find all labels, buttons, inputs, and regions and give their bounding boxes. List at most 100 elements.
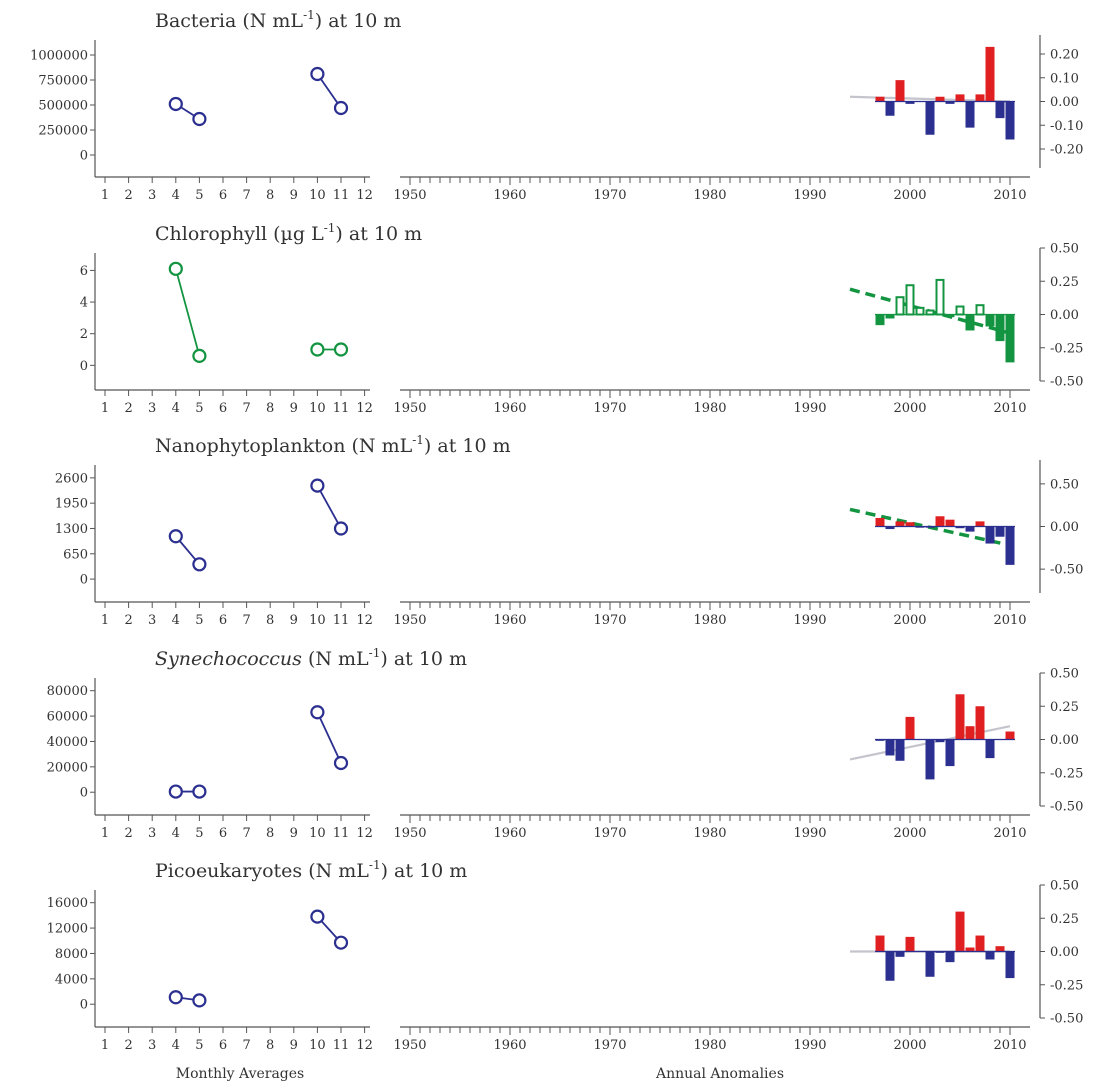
monthly-y-tick-label: 2600 xyxy=(55,471,88,486)
monthly-x-tick-label: 6 xyxy=(219,613,227,628)
annual-y-tick-label: -0.50 xyxy=(1050,800,1083,815)
annual-y-tick-label: 0.00 xyxy=(1050,308,1079,323)
annual-anomaly-bar xyxy=(915,306,925,316)
title-italic: Synechococcus xyxy=(155,648,302,670)
annual-x-tick-label: 1960 xyxy=(493,613,526,628)
monthly-point xyxy=(310,909,325,924)
annual-anomaly-bar xyxy=(965,947,975,952)
annual-anomaly-bar xyxy=(985,314,995,327)
monthly-x-tick-label: 6 xyxy=(219,1038,227,1053)
monthly-y-tick-label: 4 xyxy=(80,296,88,311)
annual-anomaly-bar xyxy=(895,80,905,102)
annual-y-tick-label: 0.25 xyxy=(1050,912,1079,927)
monthly-y-tick-label: 250000 xyxy=(38,124,88,139)
panel-title: Picoeukaryotes (N mL-1) at 10 m xyxy=(155,858,467,882)
monthly-x-tick-label: 6 xyxy=(219,826,227,841)
annual-x-tick-label: 1960 xyxy=(493,1038,526,1053)
monthly-point xyxy=(192,111,207,127)
monthly-x-tick-label: 11 xyxy=(333,826,350,841)
annual-anomaly-bar xyxy=(935,951,945,953)
annual-y-tick-label: -0.50 xyxy=(1050,375,1083,390)
annual-anomaly-bar xyxy=(875,739,885,741)
monthly-point xyxy=(333,342,349,357)
monthly-x-tick-label: 1 xyxy=(101,1038,109,1053)
annual-x-tick-label: 1950 xyxy=(393,1038,426,1053)
title-suffix: ) at 10 m xyxy=(381,860,468,882)
monthly-x-tick-label: 8 xyxy=(266,188,274,203)
annual-x-tick-label: 2000 xyxy=(893,613,926,628)
annual-anomaly-bar xyxy=(935,278,945,316)
monthly-x-tick-label: 4 xyxy=(172,1038,180,1053)
annual-x-tick-label: 1970 xyxy=(593,1038,626,1053)
annual-anomaly-bar xyxy=(975,935,985,952)
panel-4: Synechococcus (N mL-1) at 10 m 0 20000 4000… xyxy=(47,646,1084,841)
title-text: Nanophytoplankton (N mL xyxy=(155,435,413,457)
annual-x-tick-label: 1980 xyxy=(693,1038,726,1053)
annual-y-tick-label: -0.25 xyxy=(1050,766,1083,781)
annual-x-tick-label: 1990 xyxy=(793,613,826,628)
panel-title: Nanophytoplankton (N mL-1) at 10 m xyxy=(155,433,511,457)
annual-y-tick-label: 0.50 xyxy=(1050,667,1079,682)
monthly-point xyxy=(310,66,325,82)
monthly-x-tick-label: 11 xyxy=(333,613,350,628)
annual-y-tick-label: 0.00 xyxy=(1050,945,1079,960)
monthly-point xyxy=(168,784,183,799)
annual-y-tick-label: 0.50 xyxy=(1050,242,1079,257)
monthly-y-tick-label: 1000000 xyxy=(30,49,88,64)
title-suffix: ) at 10 m xyxy=(335,223,422,245)
title-superscript: -1 xyxy=(412,433,424,447)
annual-anomaly-bar xyxy=(985,739,995,759)
monthly-y-tick-label: 40000 xyxy=(47,735,88,750)
panel-title: Bacteria (N mL-1) at 10 m xyxy=(155,8,401,32)
monthly-x-tick-label: 6 xyxy=(219,401,227,416)
annual-x-tick-label: 1990 xyxy=(793,188,826,203)
annual-x-tick-label: 1970 xyxy=(593,613,626,628)
annual-x-tick-label: 1970 xyxy=(593,188,626,203)
annual-x-tick-label: 2010 xyxy=(993,188,1026,203)
annual-anomaly-bar xyxy=(955,94,965,102)
panel-title: Synechococcus (N mL-1) at 10 m xyxy=(155,646,467,670)
title-superscript: -1 xyxy=(369,858,381,872)
monthly-point xyxy=(333,521,349,536)
annual-anomaly-bar xyxy=(955,694,965,740)
panel-title: Chlorophyll (µg L-1) at 10 m xyxy=(155,221,422,245)
monthly-point xyxy=(192,348,207,363)
monthly-y-tick-label: 750000 xyxy=(38,74,88,89)
monthly-line-segment xyxy=(174,268,201,357)
monthly-x-tick-label: 1 xyxy=(101,401,109,416)
annual-anomaly-bar xyxy=(885,951,895,981)
annual-anomaly-bar xyxy=(985,526,995,544)
annual-x-tick-label: 1970 xyxy=(593,826,626,841)
monthly-x-tick-label: 7 xyxy=(242,401,250,416)
annual-anomaly-bar xyxy=(925,101,935,135)
title-text: Chlorophyll (µg L xyxy=(155,223,324,245)
annual-x-tick-label: 2010 xyxy=(993,613,1026,628)
monthly-x-tick-label: 4 xyxy=(172,401,180,416)
annual-y-tick-label: 0.10 xyxy=(1050,71,1079,86)
annual-x-tick-label: 1950 xyxy=(393,613,426,628)
annual-x-tick-label: 2000 xyxy=(893,1038,926,1053)
monthly-y-tick-label: 500000 xyxy=(38,99,88,114)
title-suffix: ) at 10 m xyxy=(380,648,467,670)
monthly-point xyxy=(310,342,325,357)
annual-x-tick-label: 1990 xyxy=(793,401,826,416)
monthly-x-tick-label: 8 xyxy=(266,613,274,628)
annual-anomaly-bar xyxy=(875,517,885,527)
monthly-y-tick-label: 0 xyxy=(80,573,88,588)
annual-y-tick-label: 0.00 xyxy=(1050,95,1079,110)
monthly-x-tick-label: 11 xyxy=(333,188,350,203)
annual-y-tick-label: 0.25 xyxy=(1050,700,1079,715)
annual-x-tick-label: 1970 xyxy=(593,401,626,416)
monthly-y-tick-label: 80000 xyxy=(47,684,88,699)
annual-anomaly-bar xyxy=(985,951,995,960)
monthly-x-tick-label: 9 xyxy=(290,188,298,203)
monthly-y-tick-label: 6 xyxy=(80,264,88,279)
annual-anomaly-bar xyxy=(975,521,985,527)
annual-anomaly-bar xyxy=(965,526,975,532)
monthly-x-tick-label: 7 xyxy=(242,188,250,203)
annual-y-tick-label: -0.25 xyxy=(1050,978,1083,993)
monthly-x-tick-label: 3 xyxy=(148,1038,156,1053)
annual-anomaly-bar xyxy=(945,951,955,963)
